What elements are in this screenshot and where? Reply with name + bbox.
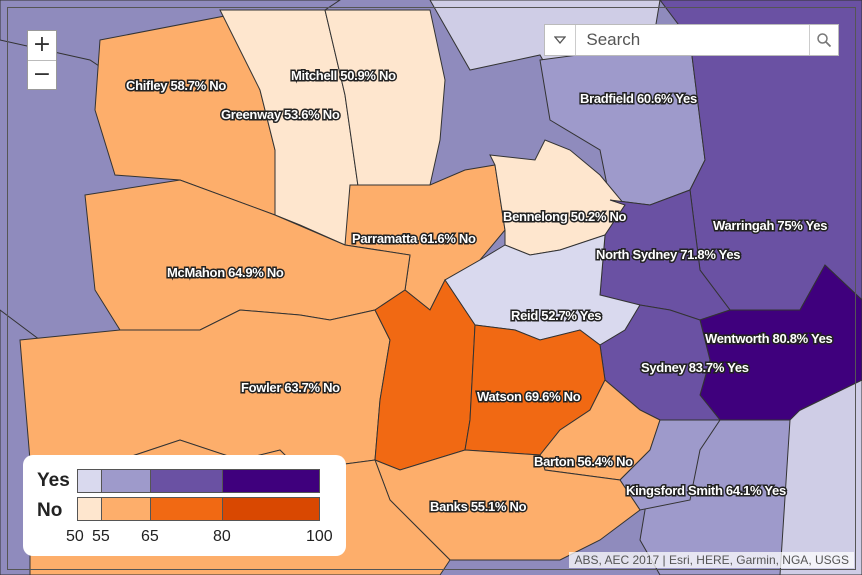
legend: Yes No 50 55 65 80 100 xyxy=(23,455,346,556)
legend-no-swatch xyxy=(77,497,102,521)
legend-tick: 100 xyxy=(306,528,333,545)
search-button[interactable] xyxy=(809,25,838,55)
label-north-sydney: North Sydney 71.8% Yes xyxy=(596,247,740,262)
label-barton: Barton 56.4% No xyxy=(534,454,633,469)
zoom-out-button[interactable]: − xyxy=(32,62,52,87)
label-warringah: Warringah 75% Yes xyxy=(713,218,827,233)
label-banks: Banks 55.1% No xyxy=(430,499,527,514)
label-bradfield: Bradfield 60.6% Yes xyxy=(580,91,697,106)
legend-yes-swatch xyxy=(101,469,151,493)
legend-no-label: No xyxy=(37,500,63,521)
legend-no-swatch xyxy=(150,497,223,521)
legend-yes-swatch xyxy=(222,469,320,493)
legend-no-swatch xyxy=(222,497,320,521)
label-mitchell: Mitchell 50.9% No xyxy=(291,68,396,83)
legend-tick: 80 xyxy=(213,528,231,545)
chevron-down-icon xyxy=(554,36,567,44)
search-widget xyxy=(544,24,839,56)
legend-tick: 65 xyxy=(141,528,159,545)
label-bennelong: Bennelong 50.2% No xyxy=(503,209,627,224)
zoom-control: + − xyxy=(27,30,57,90)
legend-yes-swatch xyxy=(77,469,102,493)
electorate-kingsford-smith xyxy=(619,419,721,511)
legend-tick: 50 xyxy=(66,528,84,545)
search-source-dropdown[interactable] xyxy=(545,25,577,55)
search-input[interactable] xyxy=(576,25,810,55)
label-watson: Watson 69.6% No xyxy=(477,389,581,404)
legend-yes-swatch xyxy=(150,469,223,493)
label-reid: Reid 52.7% Yes xyxy=(511,308,601,323)
label-mcmahon: McMahon 64.9% No xyxy=(167,265,284,280)
attribution: ABS, AEC 2017 | Esri, HERE, Garmin, NGA,… xyxy=(569,552,854,568)
label-kingsford-smith: Kingsford Smith 64.1% Yes xyxy=(626,483,786,498)
label-fowler: Fowler 63.7% No xyxy=(241,380,340,395)
legend-no-swatch xyxy=(101,497,151,521)
legend-yes-label: Yes xyxy=(37,470,70,491)
label-parramatta: Parramatta 61.6% No xyxy=(352,231,476,246)
label-chifley: Chifley 58.7% No xyxy=(126,78,226,93)
legend-tick: 55 xyxy=(92,528,110,545)
zoom-in-button[interactable]: + xyxy=(28,31,56,61)
label-sydney: Sydney 83.7% Yes xyxy=(641,360,749,375)
label-greenway: Greenway 53.6% No xyxy=(221,107,340,122)
label-wentworth: Wentworth 80.8% Yes xyxy=(705,331,833,346)
search-icon xyxy=(817,33,832,48)
electorate-blaxland xyxy=(374,279,476,471)
